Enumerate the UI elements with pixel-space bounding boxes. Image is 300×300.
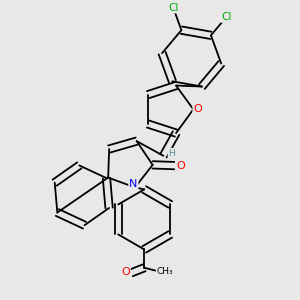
- Text: Cl: Cl: [168, 3, 178, 13]
- Text: N: N: [129, 179, 138, 189]
- Text: Cl: Cl: [221, 12, 232, 22]
- Text: O: O: [176, 160, 185, 171]
- Text: CH₃: CH₃: [157, 267, 173, 276]
- Text: O: O: [193, 104, 202, 114]
- Text: H: H: [168, 148, 175, 158]
- Text: O: O: [121, 267, 130, 277]
